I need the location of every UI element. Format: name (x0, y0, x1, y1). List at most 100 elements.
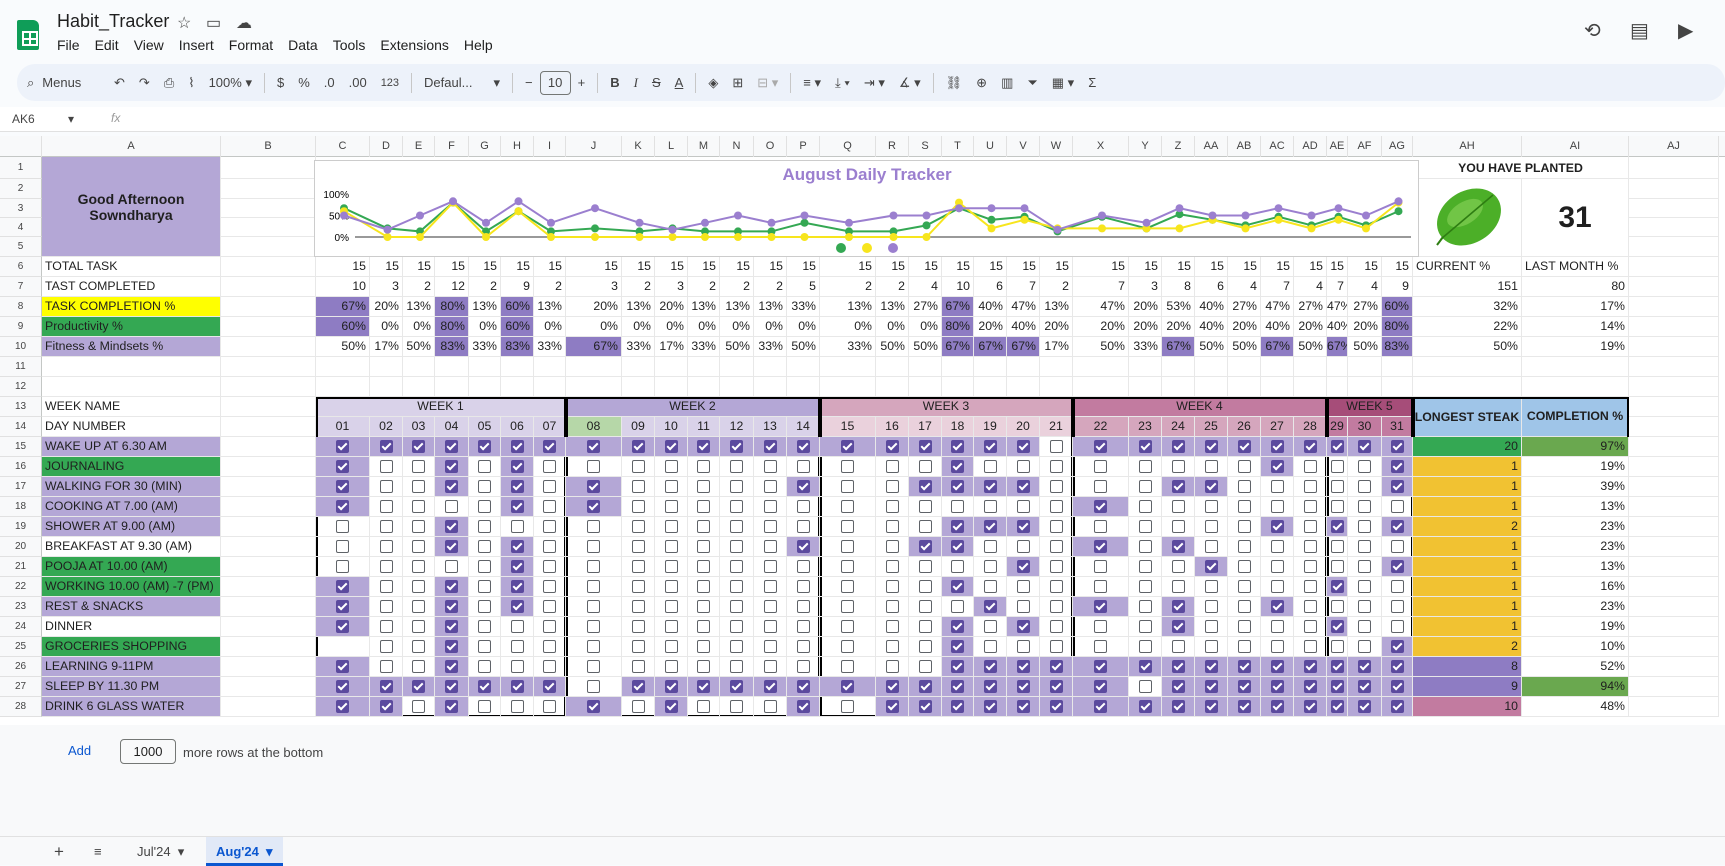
habit-checkbox[interactable] (412, 580, 425, 593)
habit-checkbox[interactable] (1138, 480, 1152, 493)
habit-checkbox[interactable] (379, 700, 393, 713)
habit-checkbox[interactable] (918, 560, 932, 573)
habit-checkbox[interactable] (631, 480, 645, 493)
column-header[interactable]: O (754, 136, 787, 157)
habit-checkbox[interactable] (412, 560, 425, 573)
grid-cell[interactable] (1129, 357, 1162, 377)
habit-checkbox[interactable] (1270, 480, 1284, 493)
grid-cell[interactable] (1294, 357, 1327, 377)
habit-checkbox[interactable] (841, 600, 854, 613)
habit-checkbox[interactable] (1094, 620, 1107, 633)
grid-cell[interactable] (1261, 377, 1294, 397)
habit-checkbox[interactable] (1270, 700, 1284, 713)
habit-checkbox[interactable] (1358, 480, 1371, 493)
grid-cell[interactable] (909, 357, 942, 377)
grid-cell[interactable] (876, 357, 909, 377)
grid-cell[interactable] (622, 377, 655, 397)
habit-checkbox[interactable] (951, 640, 964, 653)
habit-checkbox[interactable] (1204, 500, 1218, 513)
habit-checkbox[interactable] (664, 460, 678, 473)
grid-cell[interactable] (1327, 377, 1348, 397)
grid-cell[interactable] (754, 357, 787, 377)
habit-checkbox[interactable] (1016, 520, 1030, 533)
grid-cell[interactable] (221, 337, 316, 357)
habit-checkbox[interactable] (1094, 660, 1107, 673)
grid-cell[interactable] (1629, 457, 1719, 477)
habit-checkbox[interactable] (918, 700, 932, 713)
habit-checkbox[interactable] (918, 580, 932, 593)
habit-checkbox[interactable] (1016, 620, 1030, 633)
habit-checkbox[interactable] (697, 600, 710, 613)
habit-checkbox[interactable] (1270, 520, 1284, 533)
habit-checkbox[interactable] (730, 700, 743, 713)
habit-checkbox[interactable] (697, 520, 710, 533)
habit-checkbox[interactable] (951, 660, 964, 673)
habit-checkbox[interactable] (543, 620, 556, 633)
habit-checkbox[interactable] (951, 440, 964, 453)
column-header[interactable]: AI (1522, 136, 1629, 157)
habit-checkbox[interactable] (543, 460, 556, 473)
habit-checkbox[interactable] (885, 500, 899, 513)
habit-checkbox[interactable] (1303, 560, 1317, 573)
grid-cell[interactable] (221, 417, 316, 437)
habit-checkbox[interactable] (445, 580, 458, 593)
habit-checkbox[interactable] (1358, 600, 1371, 613)
habit-checkbox[interactable] (631, 580, 645, 593)
percent-button[interactable]: % (298, 75, 310, 90)
functions-icon[interactable]: Σ (1088, 75, 1097, 90)
habit-checkbox[interactable] (1303, 460, 1317, 473)
habit-checkbox[interactable] (1330, 560, 1344, 573)
grid-cell[interactable] (501, 377, 534, 397)
strikethrough-icon[interactable]: S (651, 75, 661, 90)
habit-checkbox[interactable] (1204, 460, 1218, 473)
column-header[interactable]: N (720, 136, 754, 157)
grid-cell[interactable] (1413, 377, 1522, 397)
habit-checkbox[interactable] (1138, 520, 1152, 533)
habit-checkbox[interactable] (1094, 580, 1107, 593)
column-header[interactable]: A (42, 136, 221, 157)
habit-checkbox[interactable] (1270, 660, 1284, 673)
fill-color-icon[interactable]: ◈ (708, 74, 719, 90)
habit-checkbox[interactable] (796, 660, 810, 673)
habit-checkbox[interactable] (841, 700, 854, 713)
column-header[interactable]: H (501, 136, 534, 157)
habit-checkbox[interactable] (1330, 700, 1344, 713)
habit-checkbox[interactable] (1049, 460, 1063, 473)
grid-cell[interactable] (1629, 218, 1719, 237)
grid-cell[interactable] (221, 397, 316, 417)
habit-checkbox[interactable] (951, 600, 964, 613)
habit-checkbox[interactable] (983, 620, 997, 633)
habit-checkbox[interactable] (445, 620, 458, 633)
row-header[interactable]: 16 (0, 457, 42, 477)
grid-cell[interactable] (1629, 697, 1719, 717)
grid-cell[interactable] (1629, 377, 1719, 397)
habit-checkbox[interactable] (1303, 480, 1317, 493)
habit-checkbox[interactable] (445, 600, 458, 613)
habit-checkbox[interactable] (1204, 560, 1218, 573)
habit-checkbox[interactable] (1237, 640, 1251, 653)
habit-checkbox[interactable] (1049, 680, 1063, 693)
column-header[interactable]: AH (1413, 136, 1522, 157)
column-header[interactable]: AJ (1629, 136, 1719, 157)
habit-checkbox[interactable] (697, 660, 710, 673)
horizontal-align-icon[interactable]: ≡ ▾ (803, 74, 821, 90)
habit-checkbox[interactable] (983, 600, 997, 613)
habit-checkbox[interactable] (379, 660, 393, 673)
habit-checkbox[interactable] (1390, 640, 1404, 653)
column-header[interactable]: X (1073, 136, 1129, 157)
habit-checkbox[interactable] (796, 700, 810, 713)
habit-checkbox[interactable] (1138, 660, 1152, 673)
row-header[interactable]: 27 (0, 677, 42, 697)
habit-checkbox[interactable] (1270, 600, 1284, 613)
rows-count-input[interactable]: 1000 (120, 739, 176, 764)
habit-checkbox[interactable] (587, 660, 600, 673)
habit-checkbox[interactable] (730, 480, 743, 493)
grid-cell[interactable] (1040, 357, 1073, 377)
habit-checkbox[interactable] (1094, 700, 1107, 713)
habit-checkbox[interactable] (697, 480, 710, 493)
grid-cell[interactable] (1007, 377, 1040, 397)
habit-checkbox[interactable] (1204, 660, 1218, 673)
insert-chart-icon[interactable]: ▥ (1001, 74, 1014, 90)
grid-cell[interactable] (1382, 377, 1413, 397)
habit-checkbox[interactable] (697, 580, 710, 593)
